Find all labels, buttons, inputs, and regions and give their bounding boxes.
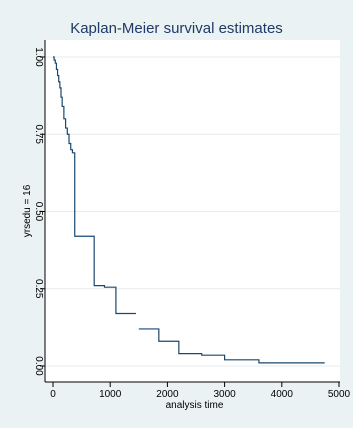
x-tick-label: 2000: [156, 389, 179, 400]
x-tick-label: 5000: [328, 389, 351, 400]
survival-curve: [53, 56, 325, 364]
y-tick-label: 0.00: [33, 356, 44, 376]
chart-title: Kaplan-Meier survival estimates: [70, 20, 283, 37]
x-tick-label: 4000: [271, 389, 294, 400]
y-tick-label: 0.25: [33, 279, 44, 299]
y-tick-label: 0.75: [33, 125, 44, 145]
x-tick-label: 3000: [213, 389, 236, 400]
y-tick-label: 1.00: [33, 47, 44, 67]
x-tick-label: 1000: [99, 389, 122, 400]
x-axis-label: analysis time: [166, 400, 224, 411]
y-axis-label: yrsedu = 16: [22, 184, 33, 237]
y-tick-label: 0.50: [33, 202, 44, 222]
x-tick-label: 0: [50, 389, 56, 400]
